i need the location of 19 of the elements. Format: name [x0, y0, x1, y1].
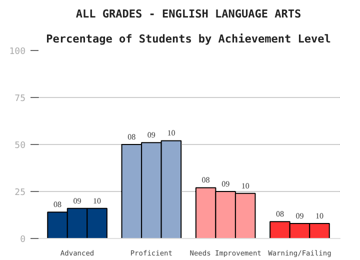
- y-tick-label: 50: [14, 141, 26, 151]
- text: 09: [296, 211, 304, 220]
- chart-subtitle: Percentage of Students by Achievement Level: [46, 32, 331, 46]
- text: 10: [241, 181, 250, 190]
- y-tick-label: 0: [20, 235, 26, 245]
- y-tick-label: 75: [14, 94, 26, 104]
- series-label: 10: [93, 196, 102, 206]
- y-tick-label: 100: [9, 47, 26, 57]
- series-label: 08: [54, 200, 62, 210]
- text: 09: [147, 130, 156, 140]
- chart-title: ALL GRADES - ENGLISH LANGUAGE ARTS: [76, 8, 302, 20]
- text: 09: [222, 180, 230, 188]
- text: 10: [315, 211, 324, 220]
- series-label: 09: [73, 196, 82, 206]
- y-tick-label: 25: [14, 188, 26, 198]
- text: 08: [128, 132, 136, 142]
- text: 08: [202, 176, 210, 185]
- text: 10: [167, 128, 176, 138]
- text: 08: [276, 210, 284, 219]
